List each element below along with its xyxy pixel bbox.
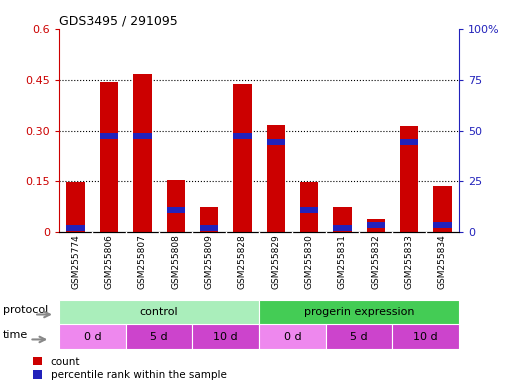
Text: GSM255774: GSM255774 bbox=[71, 234, 80, 289]
Bar bbox=[300, 182, 318, 232]
Bar bbox=[433, 222, 451, 228]
Bar bbox=[133, 133, 151, 139]
Text: GDS3495 / 291095: GDS3495 / 291095 bbox=[59, 15, 177, 28]
Bar bbox=[233, 84, 251, 232]
Text: 10 d: 10 d bbox=[213, 332, 238, 342]
Text: GSM255807: GSM255807 bbox=[138, 234, 147, 289]
Text: GSM255828: GSM255828 bbox=[238, 234, 247, 289]
Bar bbox=[233, 133, 251, 139]
Text: 5 d: 5 d bbox=[150, 332, 168, 342]
Bar bbox=[200, 207, 218, 232]
Bar bbox=[100, 133, 118, 139]
Text: 0 d: 0 d bbox=[284, 332, 301, 342]
Text: GSM255808: GSM255808 bbox=[171, 234, 180, 289]
Bar bbox=[259, 300, 459, 324]
Text: 0 d: 0 d bbox=[84, 332, 101, 342]
Bar bbox=[392, 324, 459, 349]
Bar bbox=[167, 207, 185, 213]
Bar bbox=[333, 207, 351, 232]
Text: GSM255831: GSM255831 bbox=[338, 234, 347, 289]
Bar bbox=[326, 324, 392, 349]
Bar bbox=[100, 82, 118, 232]
Text: GSM255806: GSM255806 bbox=[105, 234, 113, 289]
Bar bbox=[300, 207, 318, 214]
Text: 5 d: 5 d bbox=[350, 332, 368, 342]
Text: GSM255830: GSM255830 bbox=[305, 234, 313, 289]
Bar bbox=[67, 225, 85, 231]
Text: time: time bbox=[3, 330, 28, 340]
Bar bbox=[400, 139, 418, 145]
Bar bbox=[333, 225, 351, 231]
Bar bbox=[59, 324, 126, 349]
Bar bbox=[67, 182, 85, 232]
Text: GSM255809: GSM255809 bbox=[205, 234, 213, 289]
Bar bbox=[400, 126, 418, 232]
Bar bbox=[200, 225, 218, 231]
Bar bbox=[367, 222, 385, 228]
Text: GSM255834: GSM255834 bbox=[438, 234, 447, 289]
Bar bbox=[259, 324, 326, 349]
Bar bbox=[192, 324, 259, 349]
Bar bbox=[367, 219, 385, 232]
Bar bbox=[126, 324, 192, 349]
Bar bbox=[267, 126, 285, 232]
Legend: count, percentile rank within the sample: count, percentile rank within the sample bbox=[31, 355, 229, 382]
Text: control: control bbox=[140, 307, 179, 317]
Text: 10 d: 10 d bbox=[413, 332, 438, 342]
Text: GSM255829: GSM255829 bbox=[271, 234, 280, 289]
Text: GSM255833: GSM255833 bbox=[405, 234, 413, 289]
Bar bbox=[167, 180, 185, 232]
Bar bbox=[133, 74, 151, 232]
Bar bbox=[267, 139, 285, 145]
Text: GSM255832: GSM255832 bbox=[371, 234, 380, 289]
Bar bbox=[433, 185, 451, 232]
Bar bbox=[59, 300, 259, 324]
Text: protocol: protocol bbox=[3, 305, 48, 315]
Text: progerin expression: progerin expression bbox=[304, 307, 415, 317]
